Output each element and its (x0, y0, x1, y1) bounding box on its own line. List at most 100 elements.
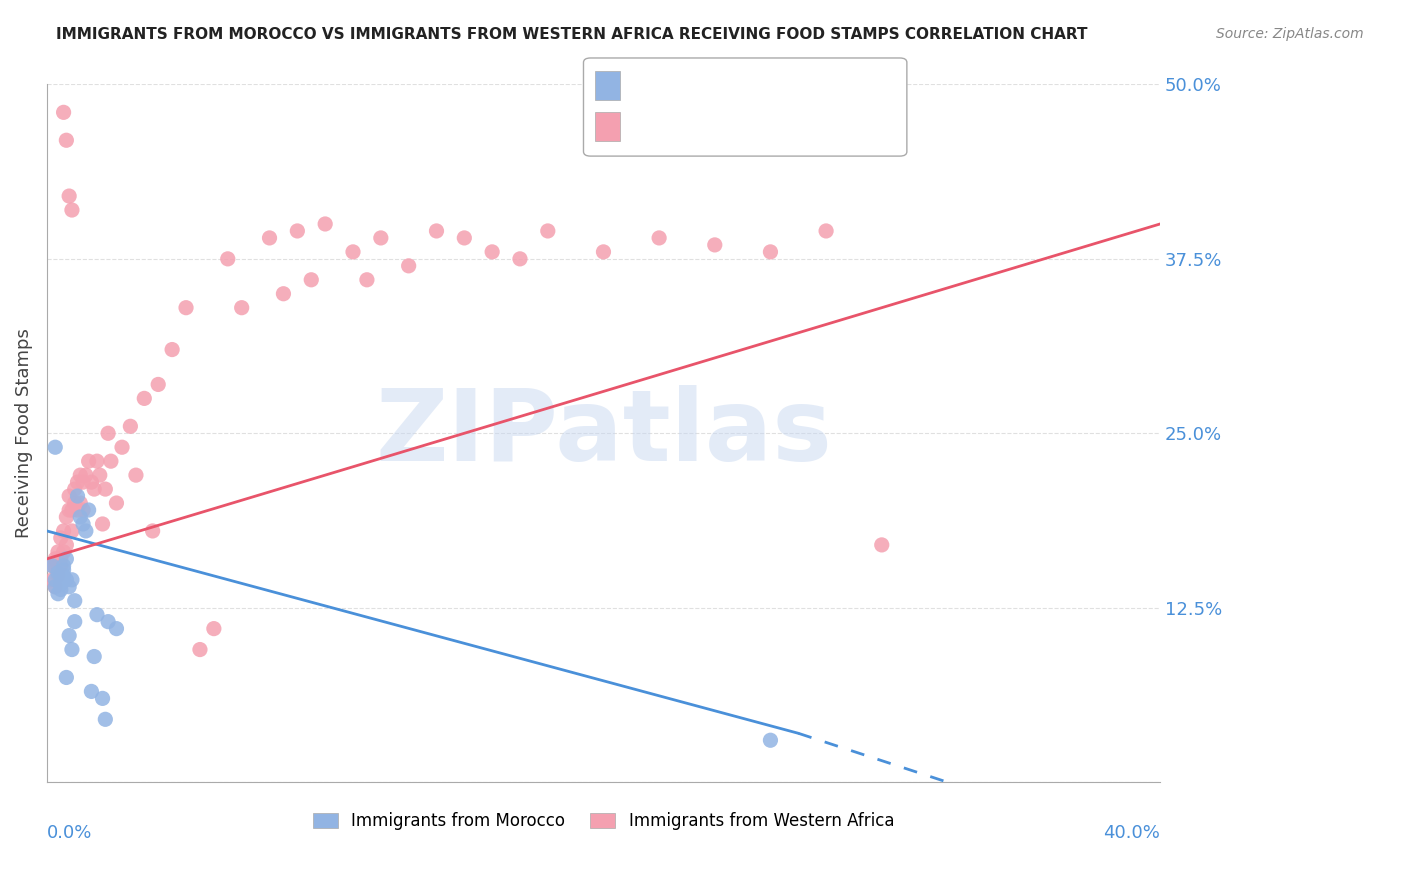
Point (46, 587, 69, 601)
Point (425, 224, 447, 238)
Point (63, 593, 86, 607)
Point (69, 510, 91, 524)
Point (83, 482, 105, 496)
Text: Source: ZipAtlas.com: Source: ZipAtlas.com (1216, 27, 1364, 41)
Point (52, 105, 75, 120)
Point (60, 524, 83, 538)
Point (66, 503, 89, 517)
Point (759, 733, 782, 747)
Point (46, 545, 69, 559)
Point (111, 440, 134, 454)
Text: R = -0.194: R = -0.194 (627, 77, 735, 95)
Text: IMMIGRANTS FROM MOROCCO VS IMMIGRANTS FROM WESTERN AFRICA RECEIVING FOOD STAMPS : IMMIGRANTS FROM MOROCCO VS IMMIGRANTS FR… (56, 27, 1088, 42)
Point (142, 524, 165, 538)
Text: R =  0.399: R = 0.399 (627, 118, 735, 136)
Point (259, 231, 281, 245)
Point (60, 573, 83, 587)
Point (97, 426, 120, 441)
Point (231, 301, 253, 315)
Point (273, 286, 295, 301)
Point (299, 273, 322, 287)
Point (63, 615, 86, 629)
Point (314, 217, 336, 231)
Point (60, 503, 83, 517)
Y-axis label: Receiving Food Stamps: Receiving Food Stamps (15, 328, 32, 538)
Point (703, 238, 725, 252)
Point (75, 468, 97, 483)
Point (815, 224, 838, 238)
Point (481, 244, 503, 259)
Point (91, 516, 114, 531)
Point (49, 531, 72, 545)
Point (55, 670, 77, 684)
Point (648, 231, 671, 245)
Point (72, 503, 94, 517)
Point (60, 202, 83, 217)
Point (125, 468, 148, 483)
Point (63, 496, 86, 510)
Point (148, 377, 170, 392)
Point (44, 580, 66, 594)
Point (44, 558, 66, 573)
Point (105, 496, 128, 510)
Point (49, 582, 72, 597)
Point (58, 189, 80, 203)
Point (202, 622, 225, 636)
Point (55, 538, 77, 552)
Point (52, 563, 75, 577)
Point (49, 558, 72, 573)
Point (100, 454, 122, 468)
Point (66, 475, 89, 489)
Point (80, 475, 103, 489)
Point (174, 301, 197, 315)
Point (509, 252, 531, 266)
Point (94, 482, 117, 496)
Point (77, 454, 100, 468)
Point (44, 552, 66, 566)
Point (49, 552, 72, 566)
Point (58, 503, 80, 517)
Text: 0.0%: 0.0% (46, 824, 93, 842)
Text: 40.0%: 40.0% (1104, 824, 1160, 842)
Point (592, 244, 614, 259)
Point (870, 538, 893, 552)
Point (49, 568, 72, 582)
Point (356, 273, 378, 287)
Point (58, 489, 80, 503)
Point (537, 224, 560, 238)
Point (55, 552, 77, 566)
Point (91, 691, 114, 706)
Point (52, 568, 75, 582)
Point (69, 468, 91, 483)
Point (217, 252, 239, 266)
Text: N = 74: N = 74 (780, 118, 845, 136)
Point (46, 566, 69, 580)
Point (41, 558, 63, 573)
Point (80, 684, 103, 698)
Point (86, 454, 108, 468)
Point (58, 629, 80, 643)
Point (58, 580, 80, 594)
Point (49, 577, 72, 591)
Text: ZIPatlas: ZIPatlas (375, 384, 832, 482)
Point (63, 482, 86, 496)
Point (134, 392, 156, 406)
Point (66, 489, 89, 503)
Point (759, 244, 782, 259)
Point (55, 133, 77, 147)
Point (44, 573, 66, 587)
Point (97, 615, 120, 629)
Point (55, 573, 77, 587)
Point (120, 419, 142, 434)
Point (44, 440, 66, 454)
Point (44, 580, 66, 594)
Point (342, 244, 364, 259)
Point (188, 642, 211, 657)
Legend: Immigrants from Morocco, Immigrants from Western Africa: Immigrants from Morocco, Immigrants from… (307, 805, 901, 837)
Point (41, 558, 63, 573)
Point (75, 524, 97, 538)
Point (72, 516, 94, 531)
Point (46, 568, 69, 582)
Point (52, 558, 75, 573)
Point (105, 622, 128, 636)
